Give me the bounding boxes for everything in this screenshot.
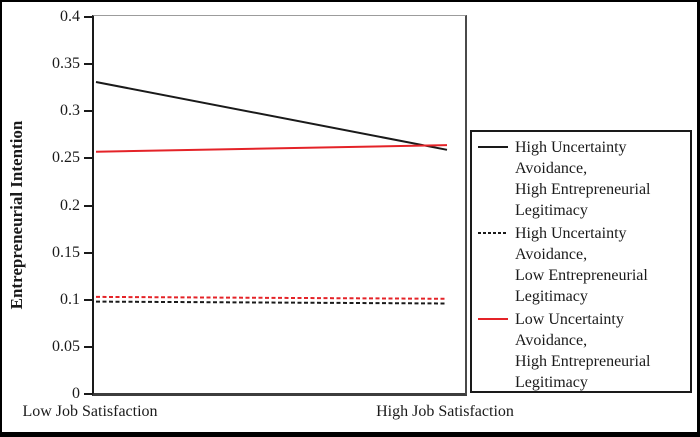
- y-tick-label: 0.15: [52, 243, 80, 261]
- series-line-0: [95, 81, 448, 151]
- y-tick-label: 0.25: [52, 149, 80, 167]
- y-tick-mark: [84, 251, 93, 254]
- y-tick-label: 0.05: [52, 337, 80, 355]
- series-line-2: [95, 144, 448, 153]
- legend-label-line: Legitimacy: [515, 288, 588, 305]
- legend-swatch-dashed-line: [478, 232, 508, 234]
- x-axis-label-high-job-satisfaction: High Job Satisfaction: [376, 403, 514, 420]
- legend-label: High Uncertainty Avoidance, High Entrepre…: [515, 137, 688, 221]
- y-axis-title: Entrepreneurial Intention: [7, 120, 26, 310]
- legend-label-line: High Entrepreneurial: [515, 353, 651, 370]
- legend-item-0: High Uncertainty Avoidance, High Entrepre…: [478, 137, 688, 221]
- y-tick-label: 0.2: [60, 196, 80, 214]
- series-line-3: [95, 295, 448, 300]
- legend-swatch-solid-line: [478, 146, 508, 148]
- legend-label-line: Legitimacy: [515, 374, 588, 391]
- legend-label: Low Uncertainty Avoidance, High Entrepren…: [515, 309, 688, 391]
- y-tick-mark: [84, 16, 93, 18]
- legend-label-line: Legitimacy: [515, 202, 588, 219]
- y-tick-label: 0.35: [52, 55, 80, 73]
- y-tick-mark: [84, 298, 93, 301]
- legend-label: High Uncertainty Avoidance, Low Entrepren…: [515, 223, 688, 307]
- legend-item-1: High Uncertainty Avoidance, Low Entrepren…: [478, 223, 688, 307]
- y-tick-label: 0.3: [60, 102, 80, 120]
- y-tick-label: 0.4: [60, 8, 80, 25]
- legend-label-line: High Entrepreneurial: [515, 181, 651, 198]
- plot-canvas: [95, 81, 448, 305]
- legend-label-line: High Uncertainty Avoidance,: [515, 225, 627, 263]
- legend-swatch-solid-line: [478, 318, 508, 320]
- x-axis-label-low-job-satisfaction: Low Job Satisfaction: [22, 403, 158, 420]
- y-tick-label: 0: [72, 385, 80, 402]
- plot-area: [92, 15, 467, 396]
- y-tick-label: 0.1: [60, 290, 80, 308]
- legend-label-line: Low Entrepreneurial: [515, 267, 648, 284]
- series-line-1: [95, 300, 448, 305]
- legend-label-line: High Uncertainty Avoidance,: [515, 139, 627, 177]
- legend-item-2: Low Uncertainty Avoidance, High Entrepren…: [478, 309, 688, 391]
- y-tick-mark: [84, 110, 93, 113]
- y-tick-mark: [84, 63, 93, 66]
- y-tick-mark: [84, 157, 93, 160]
- legend-box: High Uncertainty Avoidance, High Entrepre…: [470, 130, 692, 393]
- legend-label-line: Low Uncertainty Avoidance,: [515, 311, 624, 349]
- y-tick-mark: [84, 204, 93, 207]
- y-tick-mark: [84, 393, 93, 395]
- y-tick-mark: [84, 345, 93, 348]
